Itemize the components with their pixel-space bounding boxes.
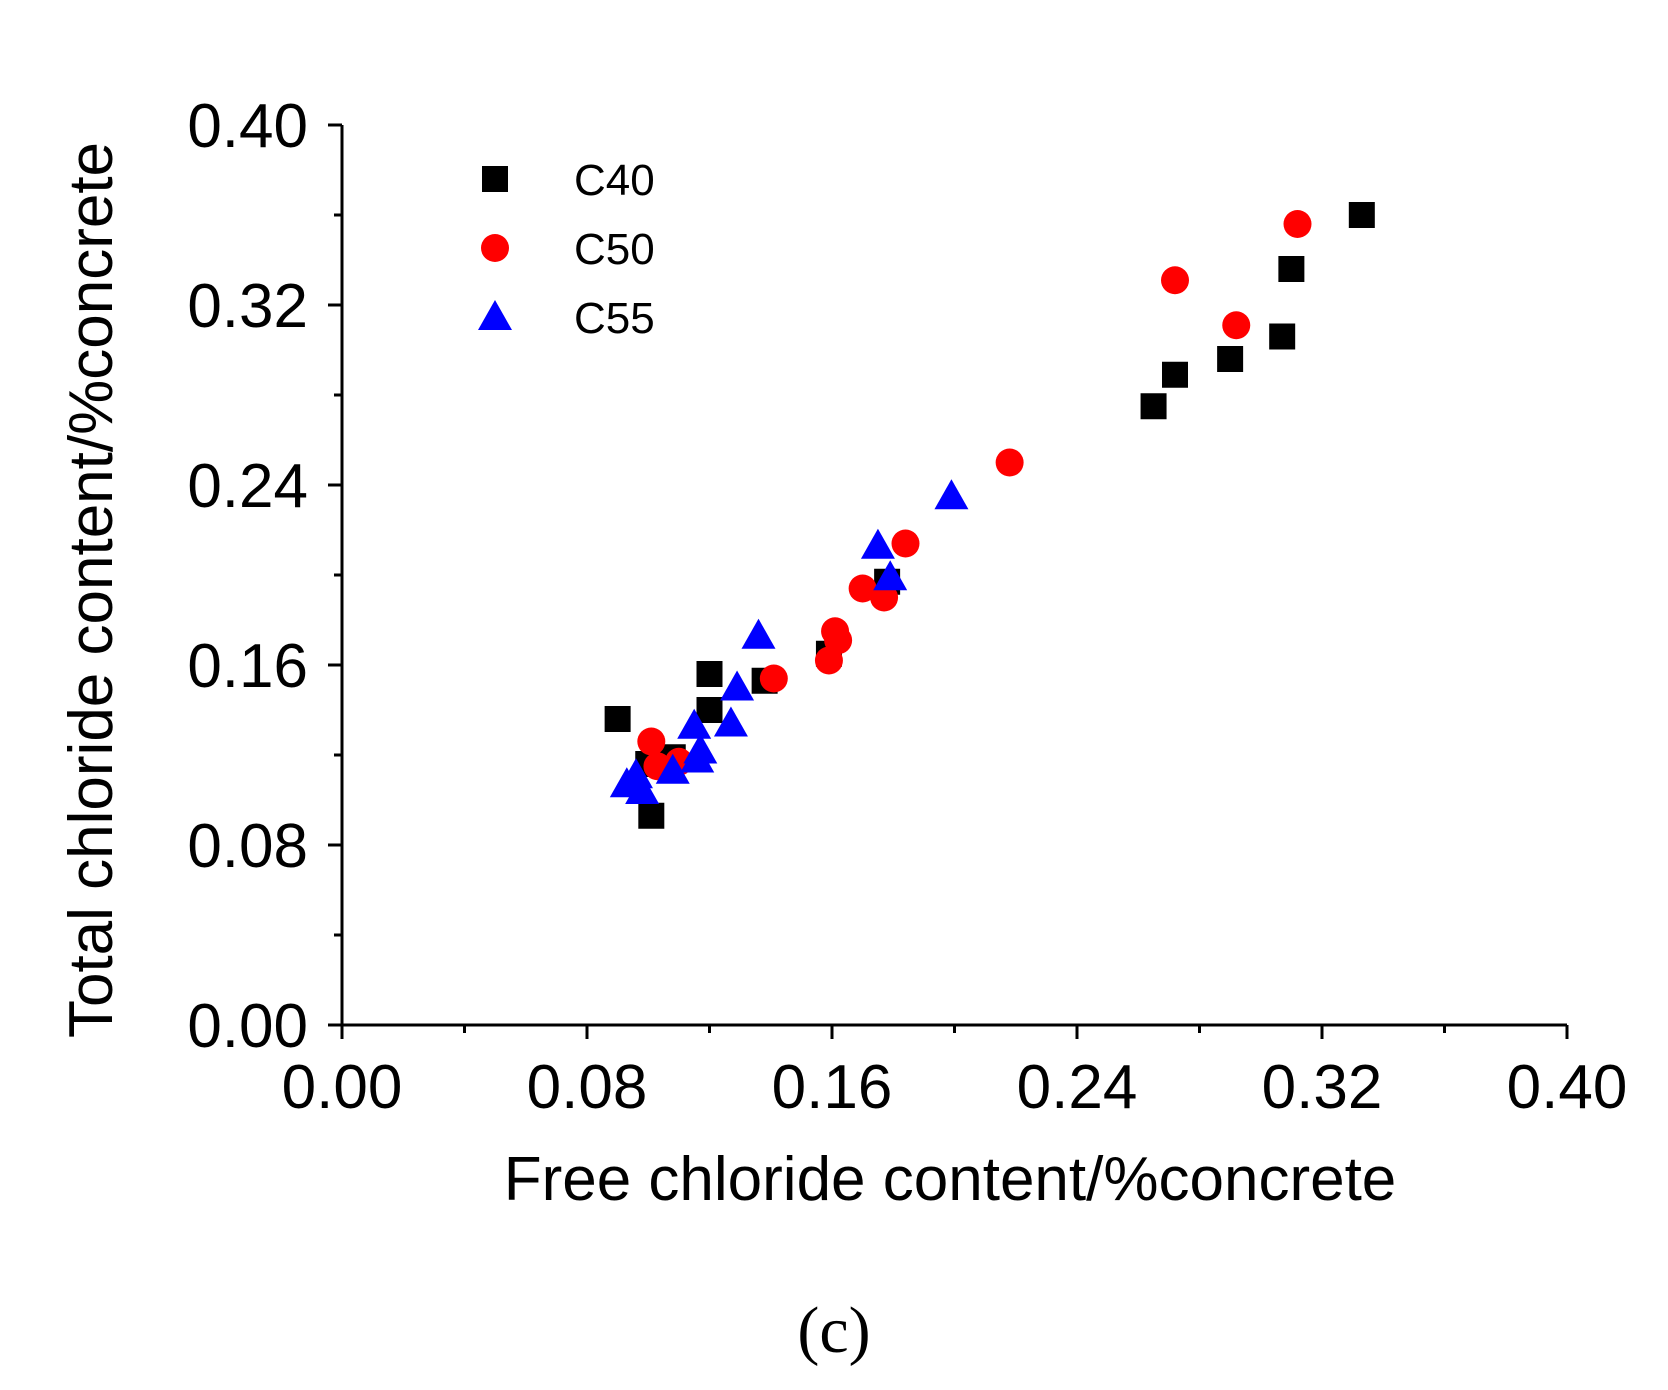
legend-marker-c40 [482, 166, 508, 192]
legend-marker-c55 [478, 300, 512, 330]
x-axis-ticks: 0.00 0.08 0.16 0.24 0.32 0.40 [282, 1025, 1628, 1122]
c55-point [625, 774, 660, 804]
axes-frame [340, 125, 1567, 1027]
c50-point [637, 727, 666, 756]
c55-point [655, 753, 690, 784]
c50-point [759, 664, 788, 693]
x-tick-label: 0.40 [1507, 1053, 1628, 1122]
y-tick-label: 0.08 [187, 812, 308, 881]
y-axis-ticks: 0.00 0.08 0.16 0.24 0.32 0.40 [187, 92, 342, 1061]
c40-point [1140, 393, 1167, 420]
c55-point [683, 733, 718, 764]
c55-point [741, 618, 776, 649]
c50-point [848, 574, 877, 603]
data-points [604, 202, 1375, 829]
c50-point [870, 583, 899, 612]
y-tick-label: 0.32 [187, 272, 308, 341]
y-axis-title: Total chloride content/%concrete [57, 142, 126, 1038]
c50-point [1161, 266, 1189, 295]
c55-point [677, 708, 712, 739]
y-tick-label: 0.40 [187, 92, 308, 161]
x-axis-title: Free chloride content/%concrete [504, 1145, 1397, 1214]
legend-label-c55: C55 [574, 294, 655, 343]
y-tick-label: 0.24 [187, 452, 308, 521]
c50-point [995, 448, 1024, 477]
c55-point [934, 479, 969, 510]
series-c50 [637, 210, 1312, 781]
legend-marker-c50 [481, 234, 509, 262]
c40-point [1278, 256, 1305, 282]
y-tick-label: 0.16 [187, 632, 308, 701]
c40-point [1269, 323, 1296, 350]
legend: C40 C50 C55 [478, 156, 655, 343]
panel-label: (c) [797, 1294, 870, 1367]
y-tick-label: 0.00 [187, 992, 308, 1061]
x-tick-label: 0.08 [527, 1053, 648, 1122]
x-tick-label: 0.00 [282, 1053, 403, 1122]
c55-point [860, 528, 895, 559]
c40-point [604, 706, 631, 732]
c50-point [891, 529, 920, 558]
c40-point [638, 802, 665, 829]
c50-point [1222, 311, 1251, 340]
c50-point [1283, 210, 1312, 238]
c50-point [824, 626, 853, 655]
x-tick-label: 0.24 [1017, 1053, 1138, 1122]
legend-label-c50: C50 [574, 225, 655, 274]
c40-point [696, 661, 723, 687]
c55-point [873, 560, 908, 591]
c40-point [1217, 346, 1244, 372]
c40-point [696, 697, 723, 723]
x-tick-label: 0.32 [1262, 1053, 1383, 1122]
c40-point [1348, 202, 1375, 228]
c55-point [713, 706, 748, 737]
c55-point [720, 670, 755, 701]
x-tick-label: 0.16 [772, 1053, 893, 1122]
series-c55 [609, 479, 969, 804]
legend-label-c40: C40 [574, 156, 655, 205]
c40-point [1162, 361, 1188, 388]
